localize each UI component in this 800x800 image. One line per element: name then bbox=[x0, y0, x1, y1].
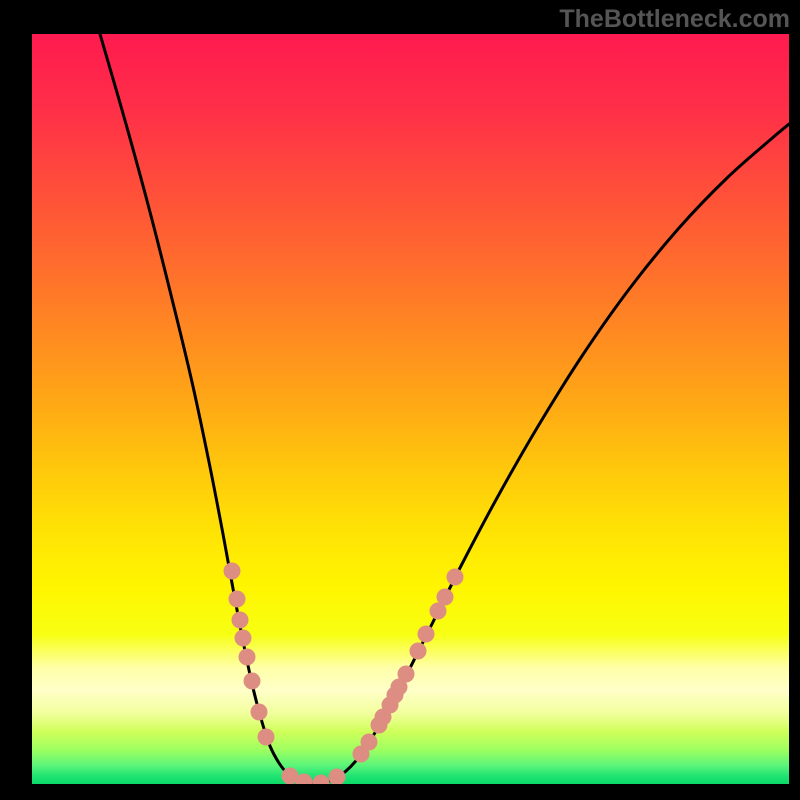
data-point bbox=[251, 704, 268, 721]
data-point bbox=[239, 649, 256, 666]
data-point bbox=[313, 775, 330, 785]
data-point bbox=[361, 734, 378, 751]
data-point bbox=[232, 612, 249, 629]
bottleneck-curve bbox=[100, 34, 789, 783]
data-point bbox=[437, 589, 454, 606]
watermark-text: TheBottleneck.com bbox=[559, 5, 790, 34]
curve-layer bbox=[32, 34, 789, 784]
data-point bbox=[244, 673, 261, 690]
data-point bbox=[229, 591, 246, 608]
data-point bbox=[447, 569, 464, 586]
data-point bbox=[258, 729, 275, 746]
data-point bbox=[235, 630, 252, 647]
data-point bbox=[329, 769, 346, 785]
data-point bbox=[398, 666, 415, 683]
data-points bbox=[224, 563, 464, 785]
data-point bbox=[224, 563, 241, 580]
data-point bbox=[418, 626, 435, 643]
data-point bbox=[410, 643, 427, 660]
plot-area bbox=[32, 34, 789, 784]
